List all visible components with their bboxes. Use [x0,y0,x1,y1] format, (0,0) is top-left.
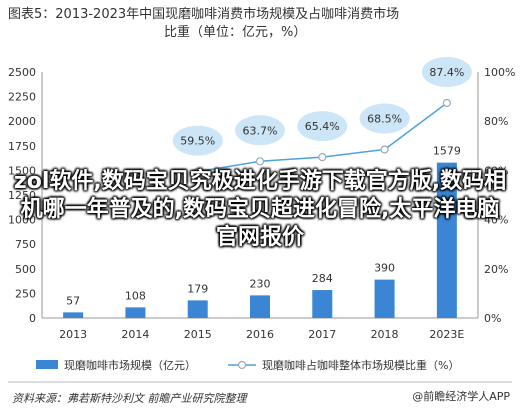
x-axis-tick-label: 2015 [184,328,212,341]
left-axis-tick-label: 1250 [8,189,36,202]
left-axis-tick-label: 500 [15,263,36,276]
bar-data-label: 230 [250,277,271,290]
chart-title: 图表5：2013-2023年中国现磨咖啡消费市场规模及占咖啡消费市场 比重（单位… [8,6,512,42]
chart-title-line-1: 图表5：2013-2023年中国现磨咖啡消费市场规模及占咖啡消费市场 [8,7,400,22]
x-axis-tick-label: 2023E [429,328,464,341]
legend-bar-label: 现磨咖啡市场规模（亿元） [64,358,196,372]
bar-data-label: 179 [187,282,208,295]
bar-data-label: 108 [125,289,146,302]
bar [125,307,146,318]
x-axis-tick-label: 2018 [371,328,399,341]
bar [63,312,84,318]
line-label-bubble [297,111,348,142]
line-point [193,167,202,176]
left-axis-tick-label: 2500 [8,66,36,79]
line-data-label: 59.5% [180,135,215,148]
right-axis-tick-label: 100% [484,66,515,79]
bar-data-label: 57 [66,294,80,307]
bar [250,295,270,318]
left-axis-tick-label: 0 [29,312,36,325]
bar-data-label: 390 [374,262,395,275]
left-axis-tick-label: 2000 [8,115,36,128]
x-axis-tick-label: 2016 [246,328,274,341]
left-axis-tick-label: 750 [15,238,36,251]
line-label-bubble [172,125,223,156]
watermark-overlay-text: zol软件,数码宝贝究极进化手游下载官方版,数码相机哪一年普及的,数码宝贝超进化… [13,169,507,250]
source-note: 资料来源：弗若斯特沙利文 前瞻产业研究院整理 [12,392,247,405]
right-axis-tick-label: 0% [484,312,501,325]
left-axis-tick-label: 250 [15,287,36,300]
right-axis-tick-label: 80% [484,115,508,128]
x-axis-tick-label: 2014 [121,328,149,341]
left-axis-tick-label: 1000 [8,214,36,227]
line-data-label: 87.4% [429,66,464,79]
x-axis-tick-label: 2013 [59,328,87,341]
legend-bar-swatch [36,360,58,369]
line-label-bubble [235,115,285,146]
line-data-label: 65.4% [305,120,340,133]
line-point [442,98,451,108]
right-axis-tick-label: 20% [484,263,508,276]
line-point [380,145,389,154]
line-data-label: 63.7% [243,124,278,137]
bar-data-label: 284 [312,272,333,285]
legend-line-marker [237,360,247,370]
left-axis-tick-label: 1500 [8,164,36,177]
bar [436,162,457,318]
left-axis-tick-label: 2250 [8,91,36,104]
x-axis-tick-label: 2017 [308,328,336,341]
bar [187,300,208,318]
line-label-bubble [359,103,410,134]
left-axis-tick-label: 1750 [8,140,36,153]
legend-line-label: 现磨咖啡占咖啡整体市场规模比重（%） [262,358,459,372]
chart-title-line-2: 比重（单位：亿元，%） [164,25,307,40]
bar [374,279,395,318]
bar [312,290,333,318]
line-point [318,153,327,162]
line-label-bubble [421,56,472,87]
bar-data-label: 1579 [433,145,461,158]
brand-label: @前瞻经济学人APP [412,390,510,403]
right-axis-tick-label: 60% [484,164,508,177]
line-point [255,157,265,166]
right-axis-tick-label: 40% [484,214,508,227]
line-data-label: 68.5% [367,112,402,125]
